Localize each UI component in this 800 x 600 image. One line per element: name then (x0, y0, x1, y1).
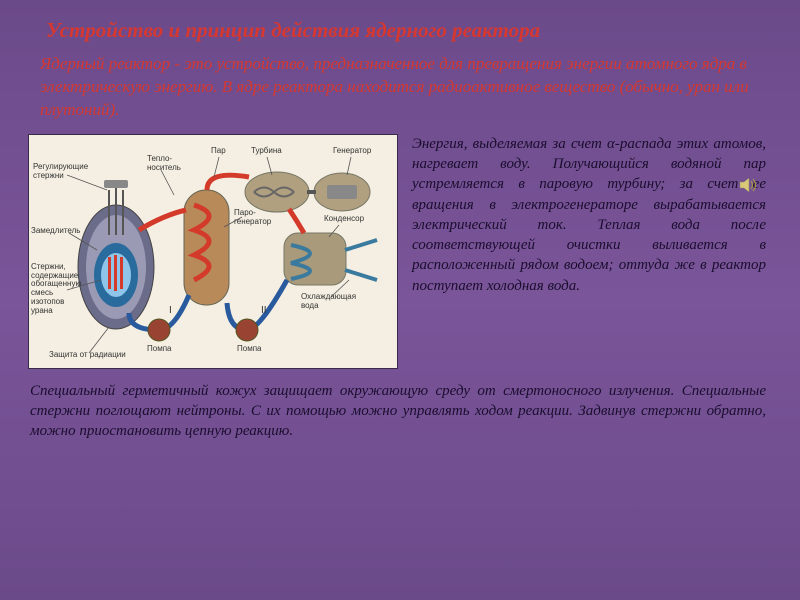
side-paragraph: Энергия, выделяемая за счет α-распада эт… (412, 134, 772, 296)
label-turbine: Турбина (251, 147, 282, 156)
label-condenser: Конденсор (324, 215, 364, 224)
label-loop2: II (261, 305, 267, 316)
label-fuel-rods: Стержни,содержащиеобогащеннуюсмесьизотоп… (31, 263, 83, 316)
label-loop1: I (169, 305, 172, 316)
label-par: Пар (211, 147, 226, 156)
label-cooling-water: Охлаждающаявода (301, 293, 356, 311)
label-moderator: Замедлитель (31, 227, 80, 236)
label-heat-carrier: Тепло-носитель (147, 155, 181, 173)
label-rods: Регулирующиестержни (33, 163, 88, 181)
bottom-paragraph: Специальный герметичный кожух защищает о… (28, 381, 772, 442)
label-steam-gen: Паро-генератор (234, 209, 271, 227)
label-pump1: Помпа (147, 345, 171, 354)
intro-paragraph: Ядерный реактор - это устройство, предна… (28, 53, 772, 122)
label-pump2: Помпа (237, 345, 261, 354)
mid-row: Регулирующиестержни Тепло-носитель Пар Т… (28, 134, 772, 369)
speaker-icon[interactable] (738, 175, 760, 195)
page-title: Устройство и принцип действия ядерного р… (28, 18, 772, 43)
reactor-diagram: Регулирующиестержни Тепло-носитель Пар Т… (28, 134, 398, 369)
label-generator: Генератор (333, 147, 371, 156)
label-shield: Защита от радиации (49, 351, 126, 360)
